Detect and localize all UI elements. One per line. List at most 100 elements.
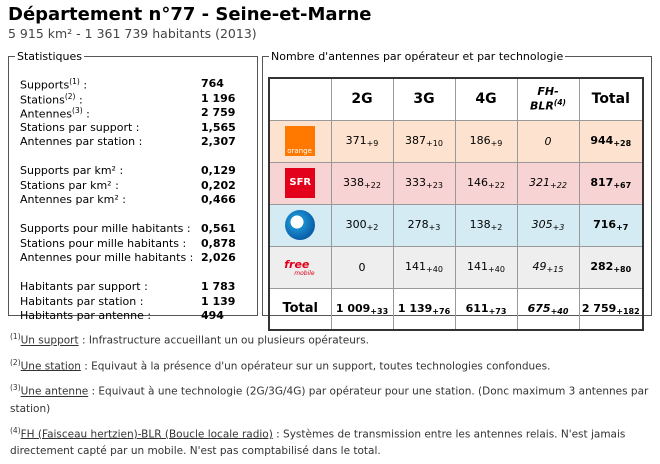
header-text: 4G [475,91,497,108]
cell-delta: +15 [546,265,564,274]
label-text: Habitants par support : [20,280,148,293]
stat-label: Stations(2) : [20,92,83,107]
cell-value: 2 759 [581,301,617,315]
cell-delta: +28 [613,139,632,148]
cell-value: 1 009 [335,301,371,315]
stat-label: Habitants par station : [20,295,143,308]
cell-value: 278 [407,218,429,231]
stat-value: 0,129 [201,164,236,177]
cell: 321+22 [516,161,580,205]
cell: 49+15 [516,245,580,289]
cell-value: 282 [590,260,614,273]
note-term: FH (Faisceau hertzien)-BLR (Boucle local… [20,428,273,440]
cell-delta: +9 [366,139,379,148]
stat-value: 2,026 [201,251,236,264]
cell-delta: +182 [616,306,640,316]
cell: 1 139+76 [392,287,456,331]
footnotes: (1)Un support : Infrastructure accueilla… [10,328,654,464]
cell-delta: +73 [488,306,507,316]
label-text: Antennes [20,107,73,121]
cell: 371+9 [330,119,394,163]
note-num: (3) [10,383,21,392]
stat-value: 0,466 [201,193,236,206]
stat-value: 0,878 [201,236,236,250]
title: Département n°77 - Seine-et-Marne [8,4,372,25]
logo-cell: free mobile [268,245,332,289]
cell-delta: +67 [613,181,632,190]
cell-delta: +3 [552,223,565,232]
stat-value: 0,202 [201,178,236,192]
cell-delta: +3 [428,223,441,232]
note-text: : Infrastructure accueillant un ou plusi… [78,334,370,347]
cell-delta: +76 [432,306,451,316]
logo-text: free [284,258,310,271]
label-suffix: : [79,78,88,92]
stat-label: Supports pour mille habitants : [20,222,191,235]
subtitle: 5 915 km² - 1 361 739 habitants (2013) [8,26,257,41]
cell: 944+28 [578,119,644,163]
cell-value: 186 [469,134,491,147]
logo-sub: mobile [294,270,315,277]
column-header: 3G [392,77,456,121]
cell-value: 944 [590,134,614,147]
cell-delta: +40 [488,265,505,274]
cell: 387+10 [392,119,456,163]
cell-value: 371 [345,134,367,147]
cell-value: 305 [531,218,553,231]
table-box: Nombre d'antennes par opérateur et par t… [262,50,652,331]
label-text: Antennes par km² : [20,193,126,206]
label-suffix: : [82,107,90,121]
stat-value: 1 139 [201,294,236,308]
cell: 0 [330,245,394,289]
footnote: (2)Une station : Equivaut à la présence … [10,354,654,376]
label-text: Antennes par station : [20,135,143,148]
footnote: (3)Une antenne : Equivaut à une technolo… [10,379,654,418]
label-text: Stations par km² : [20,178,119,192]
note-term: Une station [20,360,81,372]
cell-value: 321 [529,176,551,189]
logo: orange [285,126,316,156]
stats-legend: Statistiques [17,50,82,63]
cell-delta: +33 [370,306,389,316]
cell-delta: +7 [616,223,629,232]
cell: 305+3 [516,203,580,247]
label-suffix: : [75,93,83,107]
stat-value: 2,307 [201,135,236,148]
cell-value: 1 139 [397,301,433,315]
column-header: Total [578,77,644,121]
cell-delta: +40 [426,265,443,274]
cell-value: 138 [469,218,491,231]
cell-delta: +23 [426,181,443,190]
header-row: 2G 3G 4G FH- BLR(4) Total [268,77,644,121]
stat-value: 494 [201,309,224,322]
logo-text: SFR [289,177,312,188]
cell: 141+40 [454,245,518,289]
logo: SFR [285,168,316,198]
cell-value: 716 [593,218,617,231]
cell: 675+40 [516,287,580,331]
cell-value: 338 [343,176,365,189]
stat-value: 1 783 [201,280,236,293]
label-text: Habitants par antenne : [20,309,152,322]
cell-delta: +22 [364,181,381,190]
label-text: Stations par support : [20,120,140,134]
cell-value: 333 [405,176,427,189]
cell-value: 0 [544,134,552,148]
cell: 282+80 [578,245,644,289]
stat-label: Antennes par station : [20,135,142,148]
cell: 2 759+182 [578,287,644,331]
cell: 1 009+33 [330,287,394,331]
cell: 0 [516,119,580,163]
cell: 611+73 [454,287,518,331]
logo-cell [268,203,332,247]
note-ref: (1) [69,77,80,86]
stat-label: Habitants par support : [20,280,148,293]
note-text: : Equivaut à une technologie (2G/3G/4G) … [10,385,649,415]
cell-value: 0 [358,260,366,274]
cell: 138+2 [454,203,518,247]
cell-value: 817 [590,176,614,189]
cell-value: 300 [345,218,367,231]
label-text: Supports par km² : [20,164,124,177]
cell: 278+3 [392,203,456,247]
stat-label: Habitants par antenne : [20,309,151,322]
